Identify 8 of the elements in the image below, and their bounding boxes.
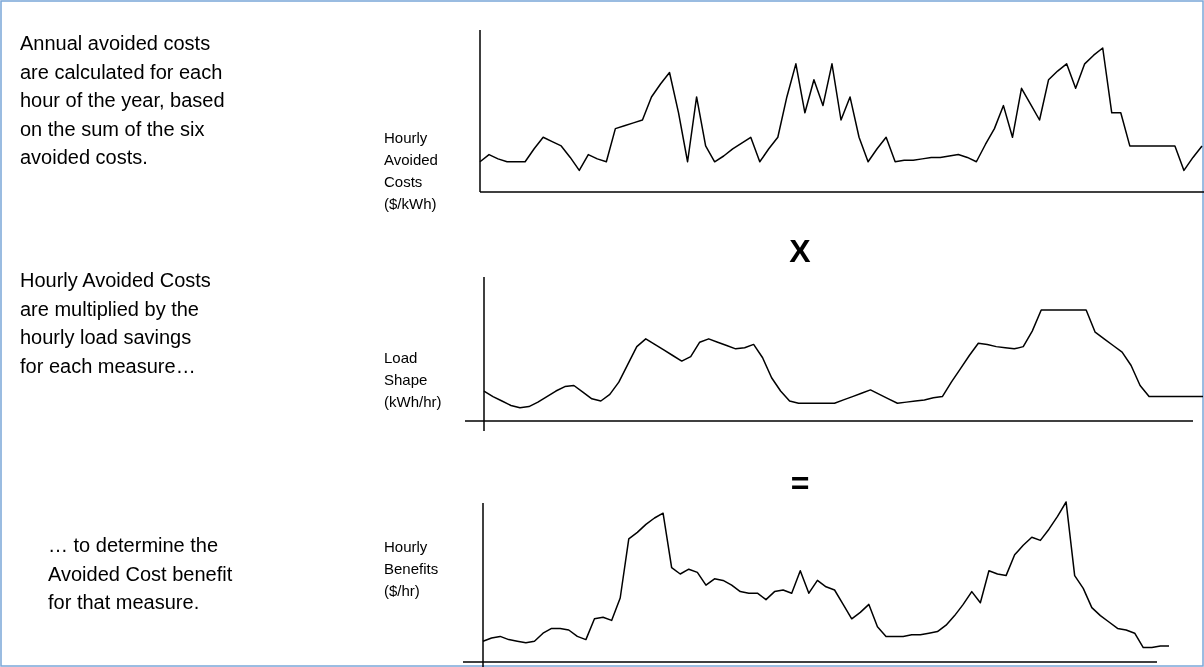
y-axis-title: Load Shape (kWh/hr) xyxy=(384,349,442,410)
text: X xyxy=(789,233,812,269)
text: Hourly Avoided Costs are multiplied by the hourly load savings for each measure… xyxy=(20,269,211,377)
text: … to determine the Avoided Cost benefit for that measure. xyxy=(48,534,233,613)
y-axis-title: Hourly Avoided Costs ($/kWh) xyxy=(384,129,438,212)
y-axis-title: Hourly Benefits ($/hr) xyxy=(384,538,439,599)
text: Annual avoided costs are calculated for each hour of the year, based on the sum of the six avoided costs. xyxy=(20,32,225,168)
text: = xyxy=(790,465,810,501)
